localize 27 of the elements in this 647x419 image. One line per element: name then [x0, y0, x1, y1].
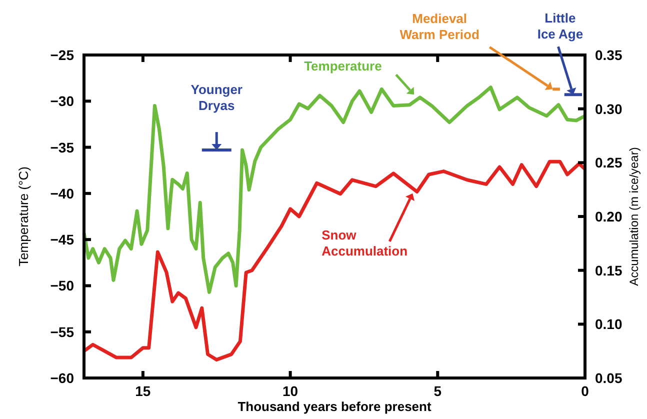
y-tick-label: −30: [50, 93, 74, 110]
y2-axis-title: Accumulation (m ice/year): [627, 147, 641, 286]
annotation: Snow Accumulation: [322, 227, 408, 258]
annotation: Younger Dryas: [190, 82, 242, 114]
y2-tick-label: 0.05: [595, 370, 622, 386]
y-tick-label: −60: [50, 370, 74, 386]
y-tick-label: −50: [50, 278, 74, 294]
x-axis-title: Thousand years before present: [238, 399, 432, 414]
annotation: Medieval Warm Period: [400, 11, 480, 42]
y2-tick-label: 0.10: [595, 316, 622, 332]
y-tick-label: −35: [50, 139, 74, 156]
x-tick-label: 0: [581, 383, 590, 399]
y2-tick-label: 0.20: [595, 208, 622, 224]
x-tick-label: 5: [434, 383, 442, 399]
annotation: Little Ice Age: [537, 10, 584, 42]
y2-tick-label: 0.35: [595, 47, 622, 63]
y-axis-title: Temperature (°C): [16, 166, 31, 266]
y-tick-label: −40: [50, 185, 74, 202]
x-tick-label: 10: [282, 383, 298, 399]
annotation: Temperature: [304, 58, 382, 74]
x-tick-label: 15: [135, 383, 151, 399]
y-tick-label: −45: [50, 232, 74, 248]
y2-tick-label: 0.30: [595, 100, 622, 117]
y-tick-label: −55: [50, 324, 74, 340]
y2-tick-label: 0.25: [595, 154, 622, 171]
y2-tick-label: 0.15: [595, 262, 622, 278]
y-tick-label: −25: [50, 47, 74, 63]
